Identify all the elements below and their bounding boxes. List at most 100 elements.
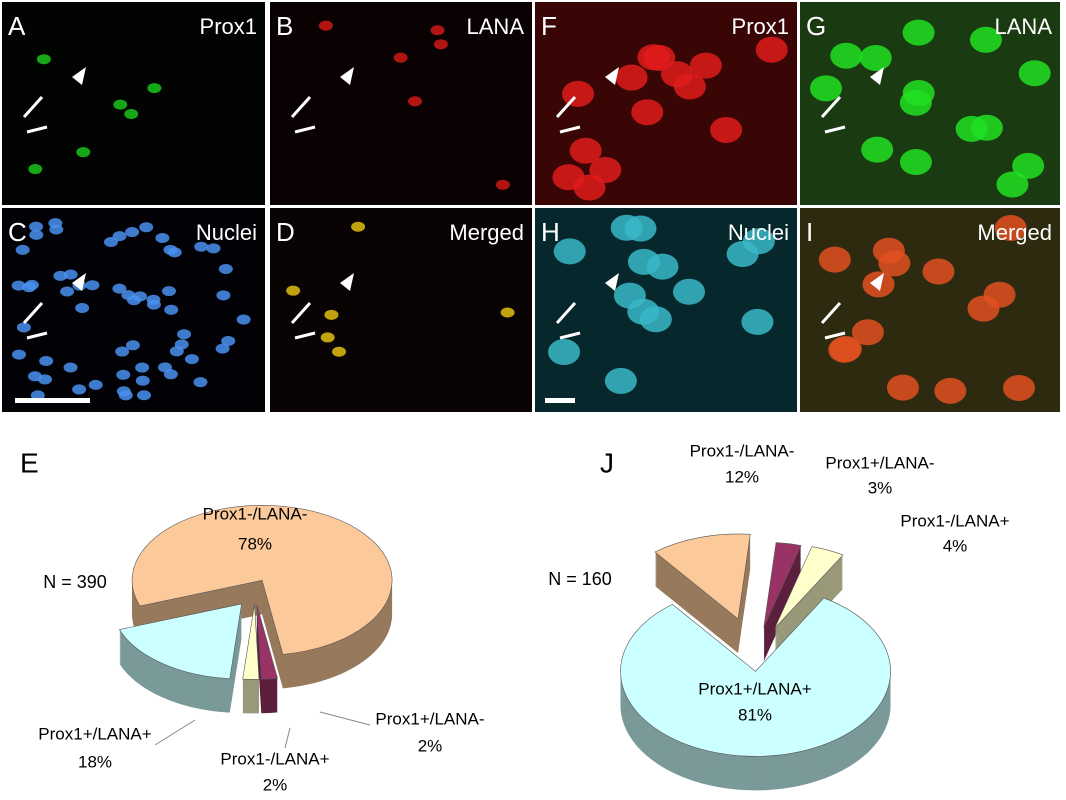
panel-label: Prox1: [200, 14, 257, 39]
arrow: [559, 125, 581, 134]
cell: [500, 307, 515, 318]
arrowhead: [340, 273, 354, 291]
annotation: N = 160: [548, 569, 612, 589]
cell: [1002, 374, 1035, 401]
cell: [161, 286, 176, 297]
cell: [184, 354, 199, 365]
cell: [902, 19, 935, 46]
micrograph: [270, 208, 532, 412]
cell: [194, 241, 209, 252]
cell: [934, 377, 967, 404]
cell: [552, 164, 585, 191]
cell: [994, 215, 1027, 242]
cell: [548, 339, 581, 366]
arrowhead: [72, 67, 86, 85]
slice-label: Prox1+/LANA-: [375, 709, 484, 728]
slice-label: Prox1-/LANA+: [220, 749, 329, 768]
cell: [29, 229, 44, 240]
cell: [53, 270, 68, 281]
cell: [193, 377, 208, 388]
cell: [332, 346, 347, 357]
cell: [174, 339, 189, 350]
cell: [135, 362, 150, 373]
cell: [115, 346, 130, 357]
cell: [118, 390, 133, 401]
cell: [125, 340, 140, 351]
arrow: [555, 301, 577, 325]
cell: [902, 80, 935, 107]
pie-slice: [774, 546, 844, 629]
micrograph: [2, 2, 265, 205]
panel-letter: G: [806, 11, 826, 41]
cell: [851, 319, 884, 346]
cell: [125, 227, 140, 238]
slice-label: Prox1-/LANA-: [203, 504, 308, 523]
pie-slice: [763, 542, 802, 628]
arrow: [820, 95, 842, 119]
cell: [216, 290, 231, 301]
cell: [36, 54, 51, 65]
cell: [393, 52, 408, 63]
cell: [11, 280, 26, 291]
arrow: [26, 125, 48, 134]
pie-slice: [620, 597, 891, 757]
panel-letter: A: [8, 11, 26, 41]
slice-value: 81%: [738, 705, 772, 724]
slice-value: 3%: [868, 478, 893, 497]
scale-bar: [545, 398, 575, 403]
cell: [30, 390, 45, 401]
cell: [495, 179, 510, 190]
panel-letter: C: [8, 217, 27, 247]
cell: [872, 237, 905, 264]
cell: [408, 96, 423, 107]
panel-letter: D: [276, 217, 295, 247]
cell: [983, 281, 1016, 308]
panel-letter: I: [806, 217, 813, 247]
cell: [742, 228, 775, 255]
cell: [155, 233, 170, 244]
cell: [829, 335, 862, 362]
cell: [39, 356, 54, 367]
cell: [88, 379, 103, 390]
cell: [135, 375, 150, 386]
pie-slice: [256, 604, 278, 680]
cell: [615, 64, 648, 91]
slice-value: 12%: [725, 467, 759, 486]
slice-value: 2%: [418, 736, 443, 755]
panel-label: LANA: [995, 14, 1053, 39]
cell: [218, 264, 233, 275]
pie-slice: [118, 603, 242, 679]
cell: [861, 136, 894, 163]
arrowhead: [870, 67, 884, 85]
cell: [818, 246, 851, 273]
arrow: [555, 95, 577, 119]
cell: [75, 302, 90, 313]
arrow: [559, 331, 581, 340]
arrow: [22, 95, 44, 119]
cell: [996, 171, 1029, 198]
panel-letter: H: [541, 217, 560, 247]
cell: [324, 309, 339, 320]
arrow: [824, 331, 846, 340]
cell: [146, 299, 161, 310]
cell: [899, 149, 932, 176]
cell: [60, 286, 75, 297]
cell: [710, 116, 743, 143]
arrowhead: [605, 67, 619, 85]
arrow: [294, 331, 316, 340]
arrow: [824, 125, 846, 134]
cell: [116, 369, 131, 380]
arrow: [22, 301, 44, 325]
leader-line: [284, 727, 291, 749]
cell: [164, 304, 179, 315]
cell: [124, 109, 139, 120]
cell: [970, 114, 1003, 141]
cell: [562, 80, 595, 107]
cell: [639, 306, 672, 333]
cell: [286, 285, 301, 296]
cell: [673, 278, 706, 305]
scale-bar: [15, 398, 90, 403]
cell: [969, 26, 1002, 53]
cell: [63, 362, 78, 373]
slice-label: Prox1-/LANA+: [900, 511, 1009, 530]
